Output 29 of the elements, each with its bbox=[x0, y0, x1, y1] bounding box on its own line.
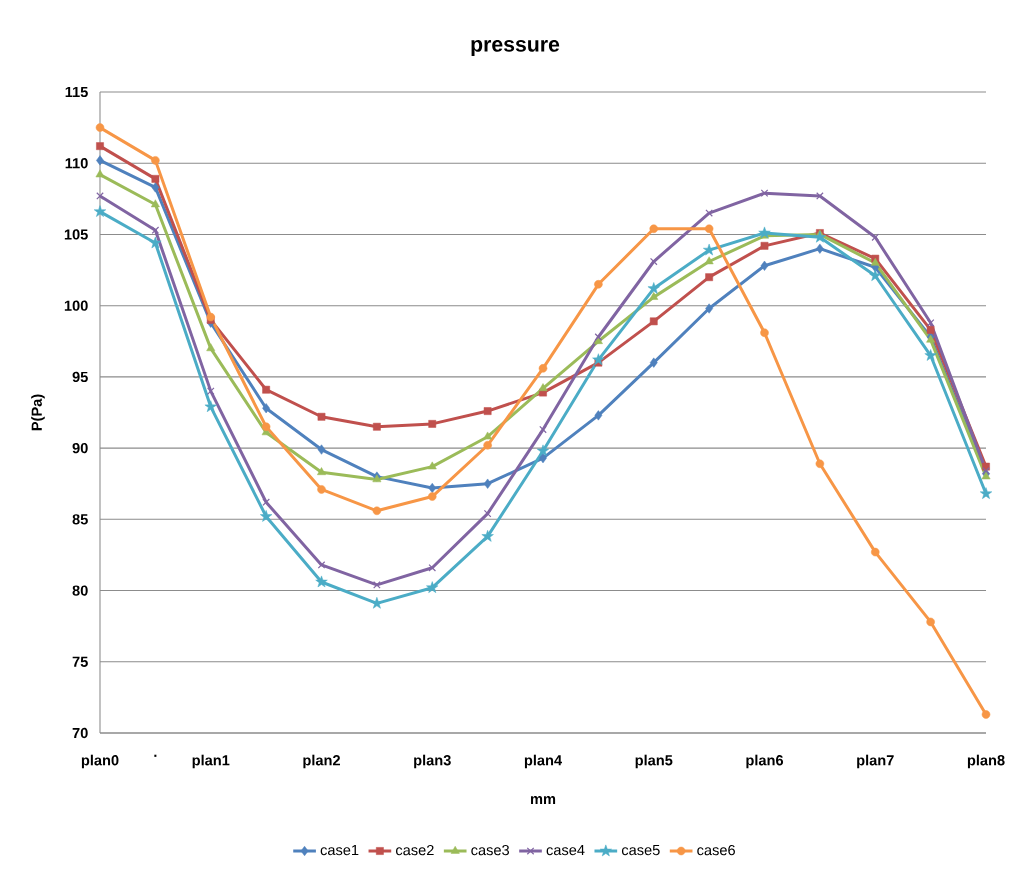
x-axis-title: mm bbox=[530, 796, 556, 804]
y-tick-label: 95 bbox=[72, 371, 88, 383]
legend-label: case2 bbox=[396, 844, 434, 856]
y-tick-label: 90 bbox=[72, 442, 88, 454]
x-tick-label: plan2 bbox=[303, 754, 340, 769]
y-tick-label: 100 bbox=[64, 300, 88, 311]
x-tick-label: plan7 bbox=[857, 754, 894, 769]
legend-label: case6 bbox=[697, 844, 735, 856]
y-tick-label: 85 bbox=[72, 514, 88, 525]
x-tick-label: plan0 bbox=[81, 754, 119, 769]
y-tick-label: 80 bbox=[72, 585, 88, 596]
x-tick-label: plan3 bbox=[414, 754, 451, 769]
y-tick-label: 105 bbox=[64, 229, 88, 240]
x-tick-label: plan6 bbox=[746, 754, 784, 769]
y-axis-title: P(Pa) bbox=[31, 394, 45, 431]
x-tick-label: plan8 bbox=[967, 754, 1005, 769]
x-tick-label: plan5 bbox=[635, 754, 673, 769]
x-tick-label: plan1 bbox=[192, 754, 230, 769]
x-tick-label: . bbox=[154, 754, 157, 757]
legend-label: case5 bbox=[621, 845, 660, 856]
legend-label: case1 bbox=[320, 845, 359, 856]
legend-label: case3 bbox=[471, 844, 510, 856]
y-tick-label: 70 bbox=[72, 727, 88, 739]
y-tick-label: 115 bbox=[65, 86, 88, 98]
x-tick-label: plan4 bbox=[524, 754, 563, 769]
y-tick-label: 75 bbox=[72, 656, 88, 667]
legend-label: case4 bbox=[546, 845, 585, 856]
y-tick-label: 110 bbox=[65, 158, 88, 169]
chart-title: pressure bbox=[471, 40, 560, 56]
